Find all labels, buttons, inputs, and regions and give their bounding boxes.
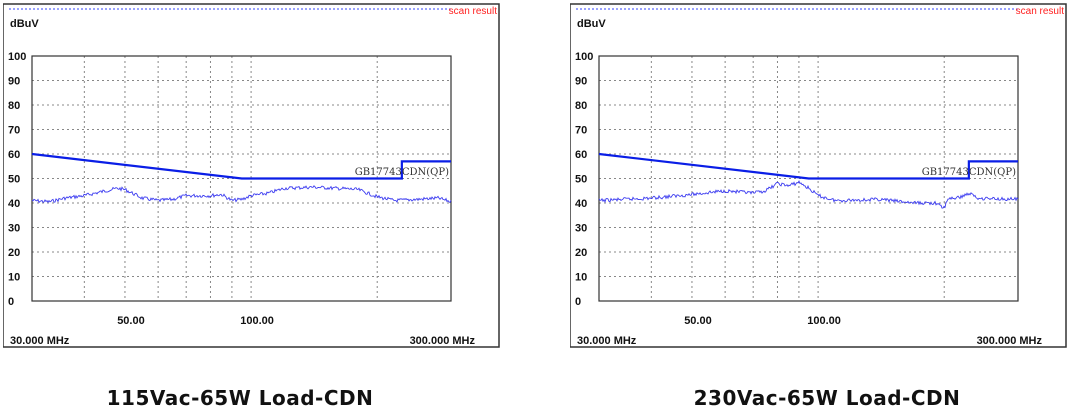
chart-svg: scan result dBuV 0 10 20 30 40 50 60 70 80 90 100 50.… (3, 3, 500, 348)
chart-svg: scan result dBuV 0 10 20 30 40 50 60 70 80 90 100 50.… (570, 3, 1067, 348)
y-tick-label: 80 (575, 100, 587, 112)
y-tick-label: 40 (575, 198, 587, 210)
y-tick-label: 60 (8, 149, 20, 161)
plot-area (598, 55, 1019, 302)
y-tick-label: 60 (575, 149, 587, 161)
y-tick-label: 50 (8, 174, 20, 186)
y-tick-label: 50 (575, 174, 587, 186)
y-axis-label: dBuV (577, 18, 606, 30)
limit-line (31, 152, 451, 180)
x-tick-label: 100.00 (240, 315, 274, 327)
y-axis-label: dBuV (10, 18, 39, 30)
x-tick-label: 100.00 (807, 315, 841, 327)
x-tick-label: 50.00 (117, 315, 145, 327)
x-start-label: 30.000 MHz (10, 335, 70, 347)
y-tick-label: 30 (8, 223, 20, 235)
scan-trace (598, 180, 1019, 209)
chart-caption: 230Vac-65W Load-CDN (693, 386, 961, 410)
header-label: scan result (1016, 6, 1065, 17)
chart-panel-115vac: scan result dBuV 0 10 20 30 40 50 60 70 80 90 100 50.… (3, 3, 501, 348)
header-label: scan result (449, 6, 498, 17)
x-end-label: 300.000 MHz (410, 335, 476, 347)
limit-line (598, 152, 1018, 180)
x-tick-label: 50.00 (684, 315, 712, 327)
y-tick-label: 80 (8, 100, 20, 112)
y-tick-label: 100 (575, 51, 593, 63)
plot-area (31, 55, 452, 302)
y-tick-label: 0 (575, 296, 581, 308)
y-tick-label: 70 (8, 125, 20, 137)
y-tick-label: 10 (8, 272, 20, 284)
y-tick-label: 20 (8, 247, 20, 259)
chart-panel-230vac: scan result dBuV 0 10 20 30 40 50 60 70 80 90 100 50.… (570, 3, 1068, 348)
y-tick-label: 90 (8, 76, 20, 88)
y-tick-label: 10 (575, 272, 587, 284)
y-tick-label: 70 (575, 125, 587, 137)
chart-caption: 115Vac-65W Load-CDN (106, 386, 374, 410)
scan-trace (31, 185, 452, 204)
y-tick-label: 90 (575, 76, 587, 88)
x-start-label: 30.000 MHz (577, 335, 637, 347)
y-tick-label: 100 (8, 51, 26, 63)
y-tick-label: 40 (8, 198, 20, 210)
y-tick-label: 30 (575, 223, 587, 235)
y-tick-label: 20 (575, 247, 587, 259)
limit-label: GB17743CDN(QP) (355, 167, 449, 178)
y-tick-label: 0 (8, 296, 14, 308)
limit-label: GB17743CDN(QP) (922, 167, 1016, 178)
x-end-label: 300.000 MHz (977, 335, 1043, 347)
